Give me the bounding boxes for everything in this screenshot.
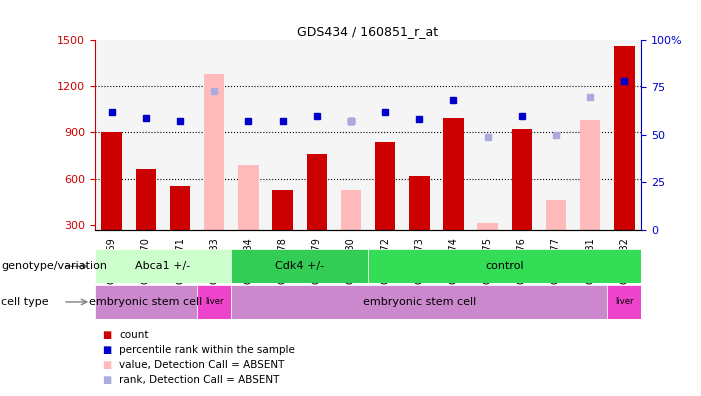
Bar <box>204 74 224 230</box>
Text: ■: ■ <box>102 375 111 385</box>
Text: Cdk4 +/-: Cdk4 +/- <box>275 261 325 271</box>
Text: ■: ■ <box>102 329 111 340</box>
Text: liver: liver <box>205 297 224 307</box>
Bar <box>443 118 464 230</box>
Text: genotype/variation: genotype/variation <box>1 261 107 271</box>
Bar <box>512 129 532 230</box>
Text: count: count <box>119 329 149 340</box>
Bar <box>341 190 361 230</box>
Bar <box>477 223 498 230</box>
Bar <box>273 190 293 230</box>
Text: ■: ■ <box>102 345 111 355</box>
Bar <box>375 142 395 230</box>
Bar <box>580 120 601 230</box>
Bar <box>95 249 231 283</box>
Text: percentile rank within the sample: percentile rank within the sample <box>119 345 295 355</box>
Text: Abca1 +/-: Abca1 +/- <box>135 261 191 271</box>
Text: control: control <box>485 261 524 271</box>
Bar <box>607 285 641 319</box>
Bar <box>614 46 634 230</box>
Text: embryonic stem cell: embryonic stem cell <box>89 297 203 307</box>
Text: ■: ■ <box>102 360 111 370</box>
Bar <box>238 165 259 230</box>
Bar <box>368 249 641 283</box>
Bar <box>170 186 191 230</box>
Bar <box>546 200 566 230</box>
Bar <box>306 154 327 230</box>
Title: GDS434 / 160851_r_at: GDS434 / 160851_r_at <box>297 25 439 38</box>
Text: embryonic stem cell: embryonic stem cell <box>362 297 476 307</box>
Bar <box>102 132 122 230</box>
Bar <box>136 169 156 230</box>
Text: value, Detection Call = ABSENT: value, Detection Call = ABSENT <box>119 360 285 370</box>
Bar <box>409 175 430 230</box>
Bar <box>231 249 368 283</box>
Bar <box>95 285 197 319</box>
Text: liver: liver <box>615 297 634 307</box>
Text: cell type: cell type <box>1 297 49 307</box>
Bar <box>231 285 607 319</box>
Text: rank, Detection Call = ABSENT: rank, Detection Call = ABSENT <box>119 375 280 385</box>
Bar <box>197 285 231 319</box>
